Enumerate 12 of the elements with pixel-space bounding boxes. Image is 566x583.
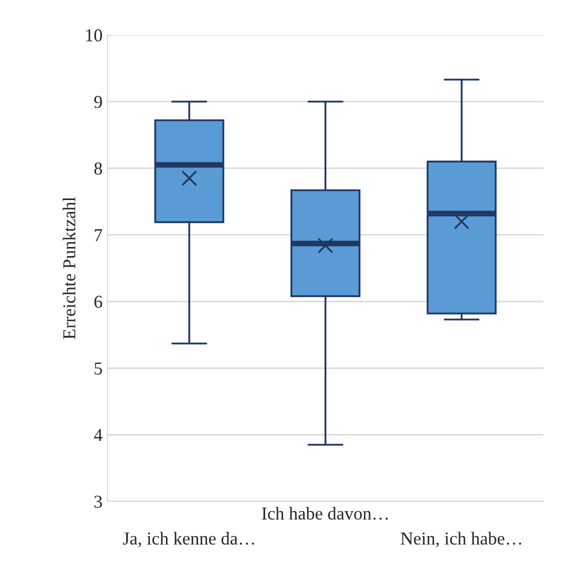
- y-tick-label: 6: [94, 296, 102, 308]
- x-tick-label: Ja, ich kenne da…: [122, 532, 254, 548]
- y-tick-label: 10: [86, 29, 102, 42]
- y-tick-label: 3: [94, 496, 102, 508]
- y-tick-label: 7: [94, 229, 102, 242]
- y-tick-label: 9: [94, 96, 102, 108]
- x-tick-label: Ich habe davon…: [262, 506, 388, 520]
- y-tick-label: 4: [94, 429, 102, 442]
- x-tick-label: Nein, ich habe…: [400, 532, 522, 548]
- y-tick-label: 8: [94, 162, 102, 175]
- y-tick-label: 5: [94, 362, 102, 375]
- y-axis-title: Erreichte Punktzahl: [62, 197, 76, 340]
